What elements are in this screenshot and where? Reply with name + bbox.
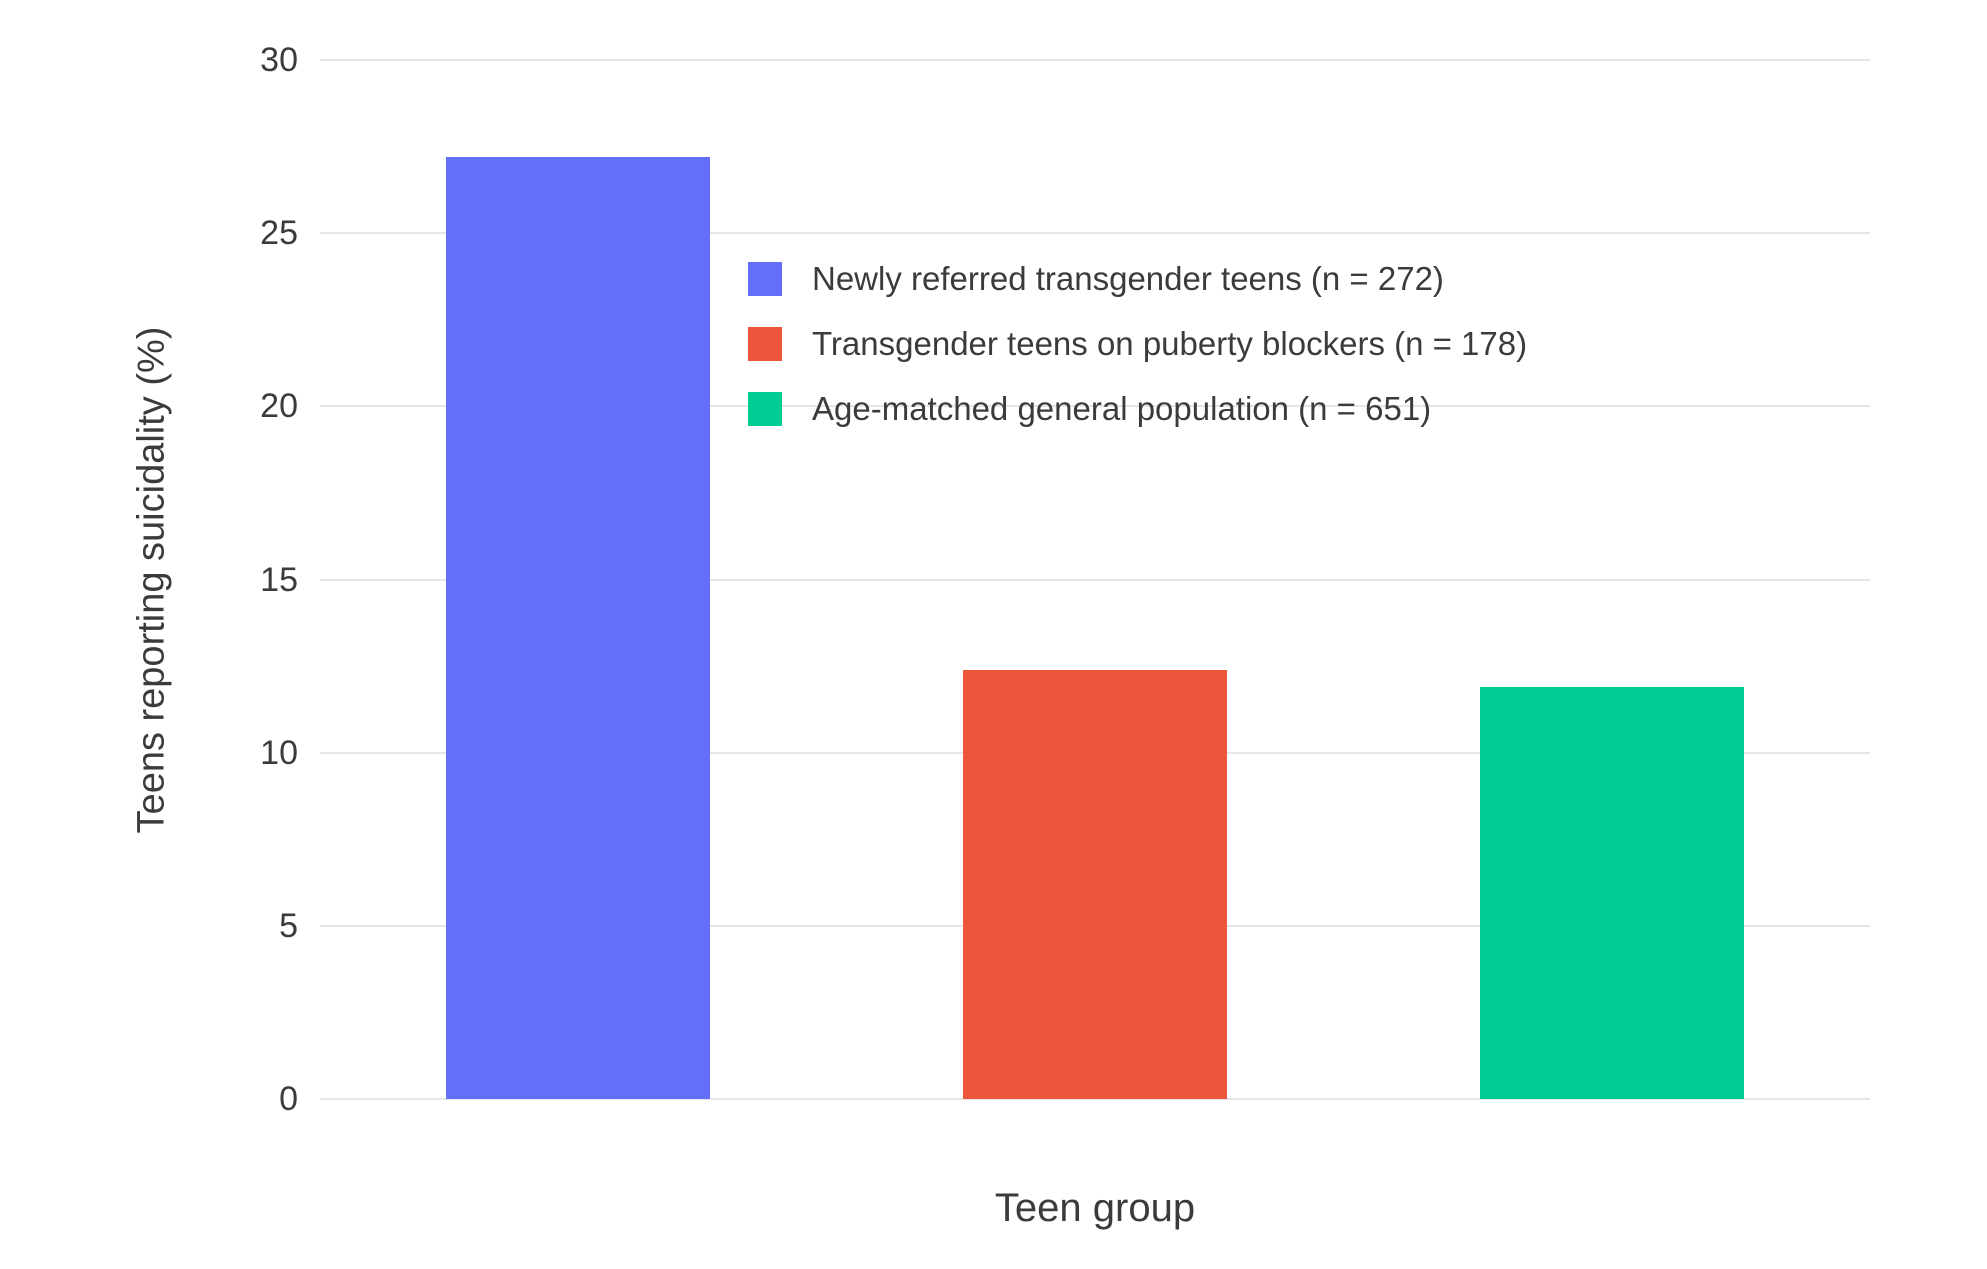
legend-swatch-icon — [748, 391, 782, 426]
y-tick-label: 15 — [260, 560, 298, 599]
y-tick-label: 0 — [279, 1080, 298, 1118]
y-tick-label: 30 — [260, 41, 298, 79]
legend-item[interactable]: Age-matched general population (n = 651) — [748, 388, 1527, 429]
gridline — [320, 59, 1870, 61]
x-axis-title: Teen group — [994, 1186, 1196, 1230]
legend-swatch-icon — [748, 261, 782, 296]
legend-item[interactable]: Transgender teens on puberty blockers (n… — [748, 323, 1527, 364]
gridline — [320, 578, 1870, 581]
legend: Newly referred transgender teens (n = 27… — [748, 258, 1527, 453]
y-tick-label: 25 — [260, 214, 298, 253]
legend-label: Transgender teens on puberty blockers (n… — [812, 325, 1528, 362]
gridline — [320, 405, 1870, 408]
bar — [1480, 687, 1744, 1099]
legend-swatch-icon — [748, 326, 782, 361]
gridline — [320, 1098, 1870, 1100]
legend-label: Age-matched general population (n = 651) — [812, 390, 1432, 427]
y-tick-label: 5 — [279, 906, 298, 945]
legend-item[interactable]: Newly referred transgender teens (n = 27… — [748, 258, 1527, 299]
y-tick-label: 20 — [260, 387, 298, 426]
gridline — [320, 232, 1870, 235]
plot-area — [320, 59, 1870, 1100]
y-tick-label: 10 — [260, 733, 298, 772]
bar — [446, 157, 710, 1099]
bar — [963, 670, 1227, 1099]
legend-label: Newly referred transgender teens (n = 27… — [812, 260, 1444, 297]
